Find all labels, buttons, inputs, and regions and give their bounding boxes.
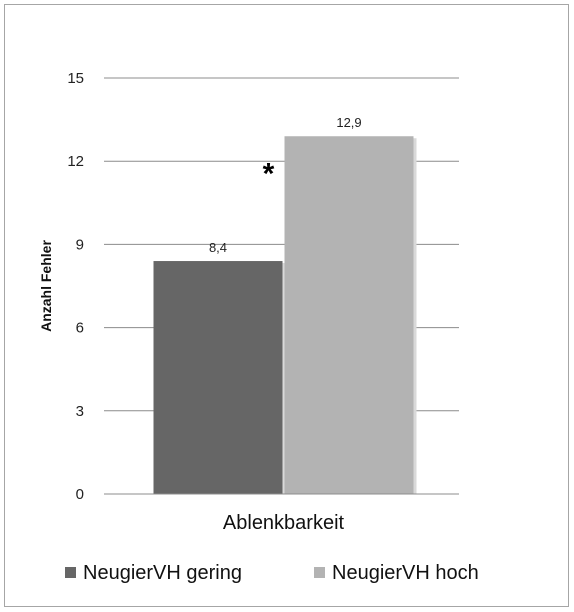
significance-marker: * — [263, 157, 275, 190]
legend-swatch-gering — [65, 567, 76, 578]
data-label: 8,4 — [209, 240, 227, 255]
y-axis-title: Anzahl Fehler — [38, 240, 54, 332]
y-tick-label: 9 — [76, 236, 84, 253]
value-labels: 8,4 12,9 — [209, 115, 362, 255]
legend: NeugierVH gering NeugierVH hoch — [65, 562, 479, 584]
bar-gering — [153, 261, 283, 494]
legend-label-hoch: NeugierVH hoch — [332, 562, 479, 584]
y-tick-labels: 0 3 6 9 12 15 — [67, 70, 84, 503]
category-label: Ablenkbarkeit — [223, 512, 345, 534]
legend-swatch-hoch — [314, 567, 325, 578]
y-tick-label: 12 — [67, 153, 84, 170]
legend-label-gering: NeugierVH gering — [83, 562, 242, 584]
bar-hoch — [284, 136, 414, 495]
y-tick-label: 6 — [76, 320, 84, 337]
y-tick-label: 3 — [76, 403, 84, 420]
y-tick-label: 15 — [67, 70, 84, 87]
y-tick-label: 0 — [76, 486, 84, 503]
bars — [153, 136, 417, 495]
data-label: 12,9 — [336, 115, 361, 130]
